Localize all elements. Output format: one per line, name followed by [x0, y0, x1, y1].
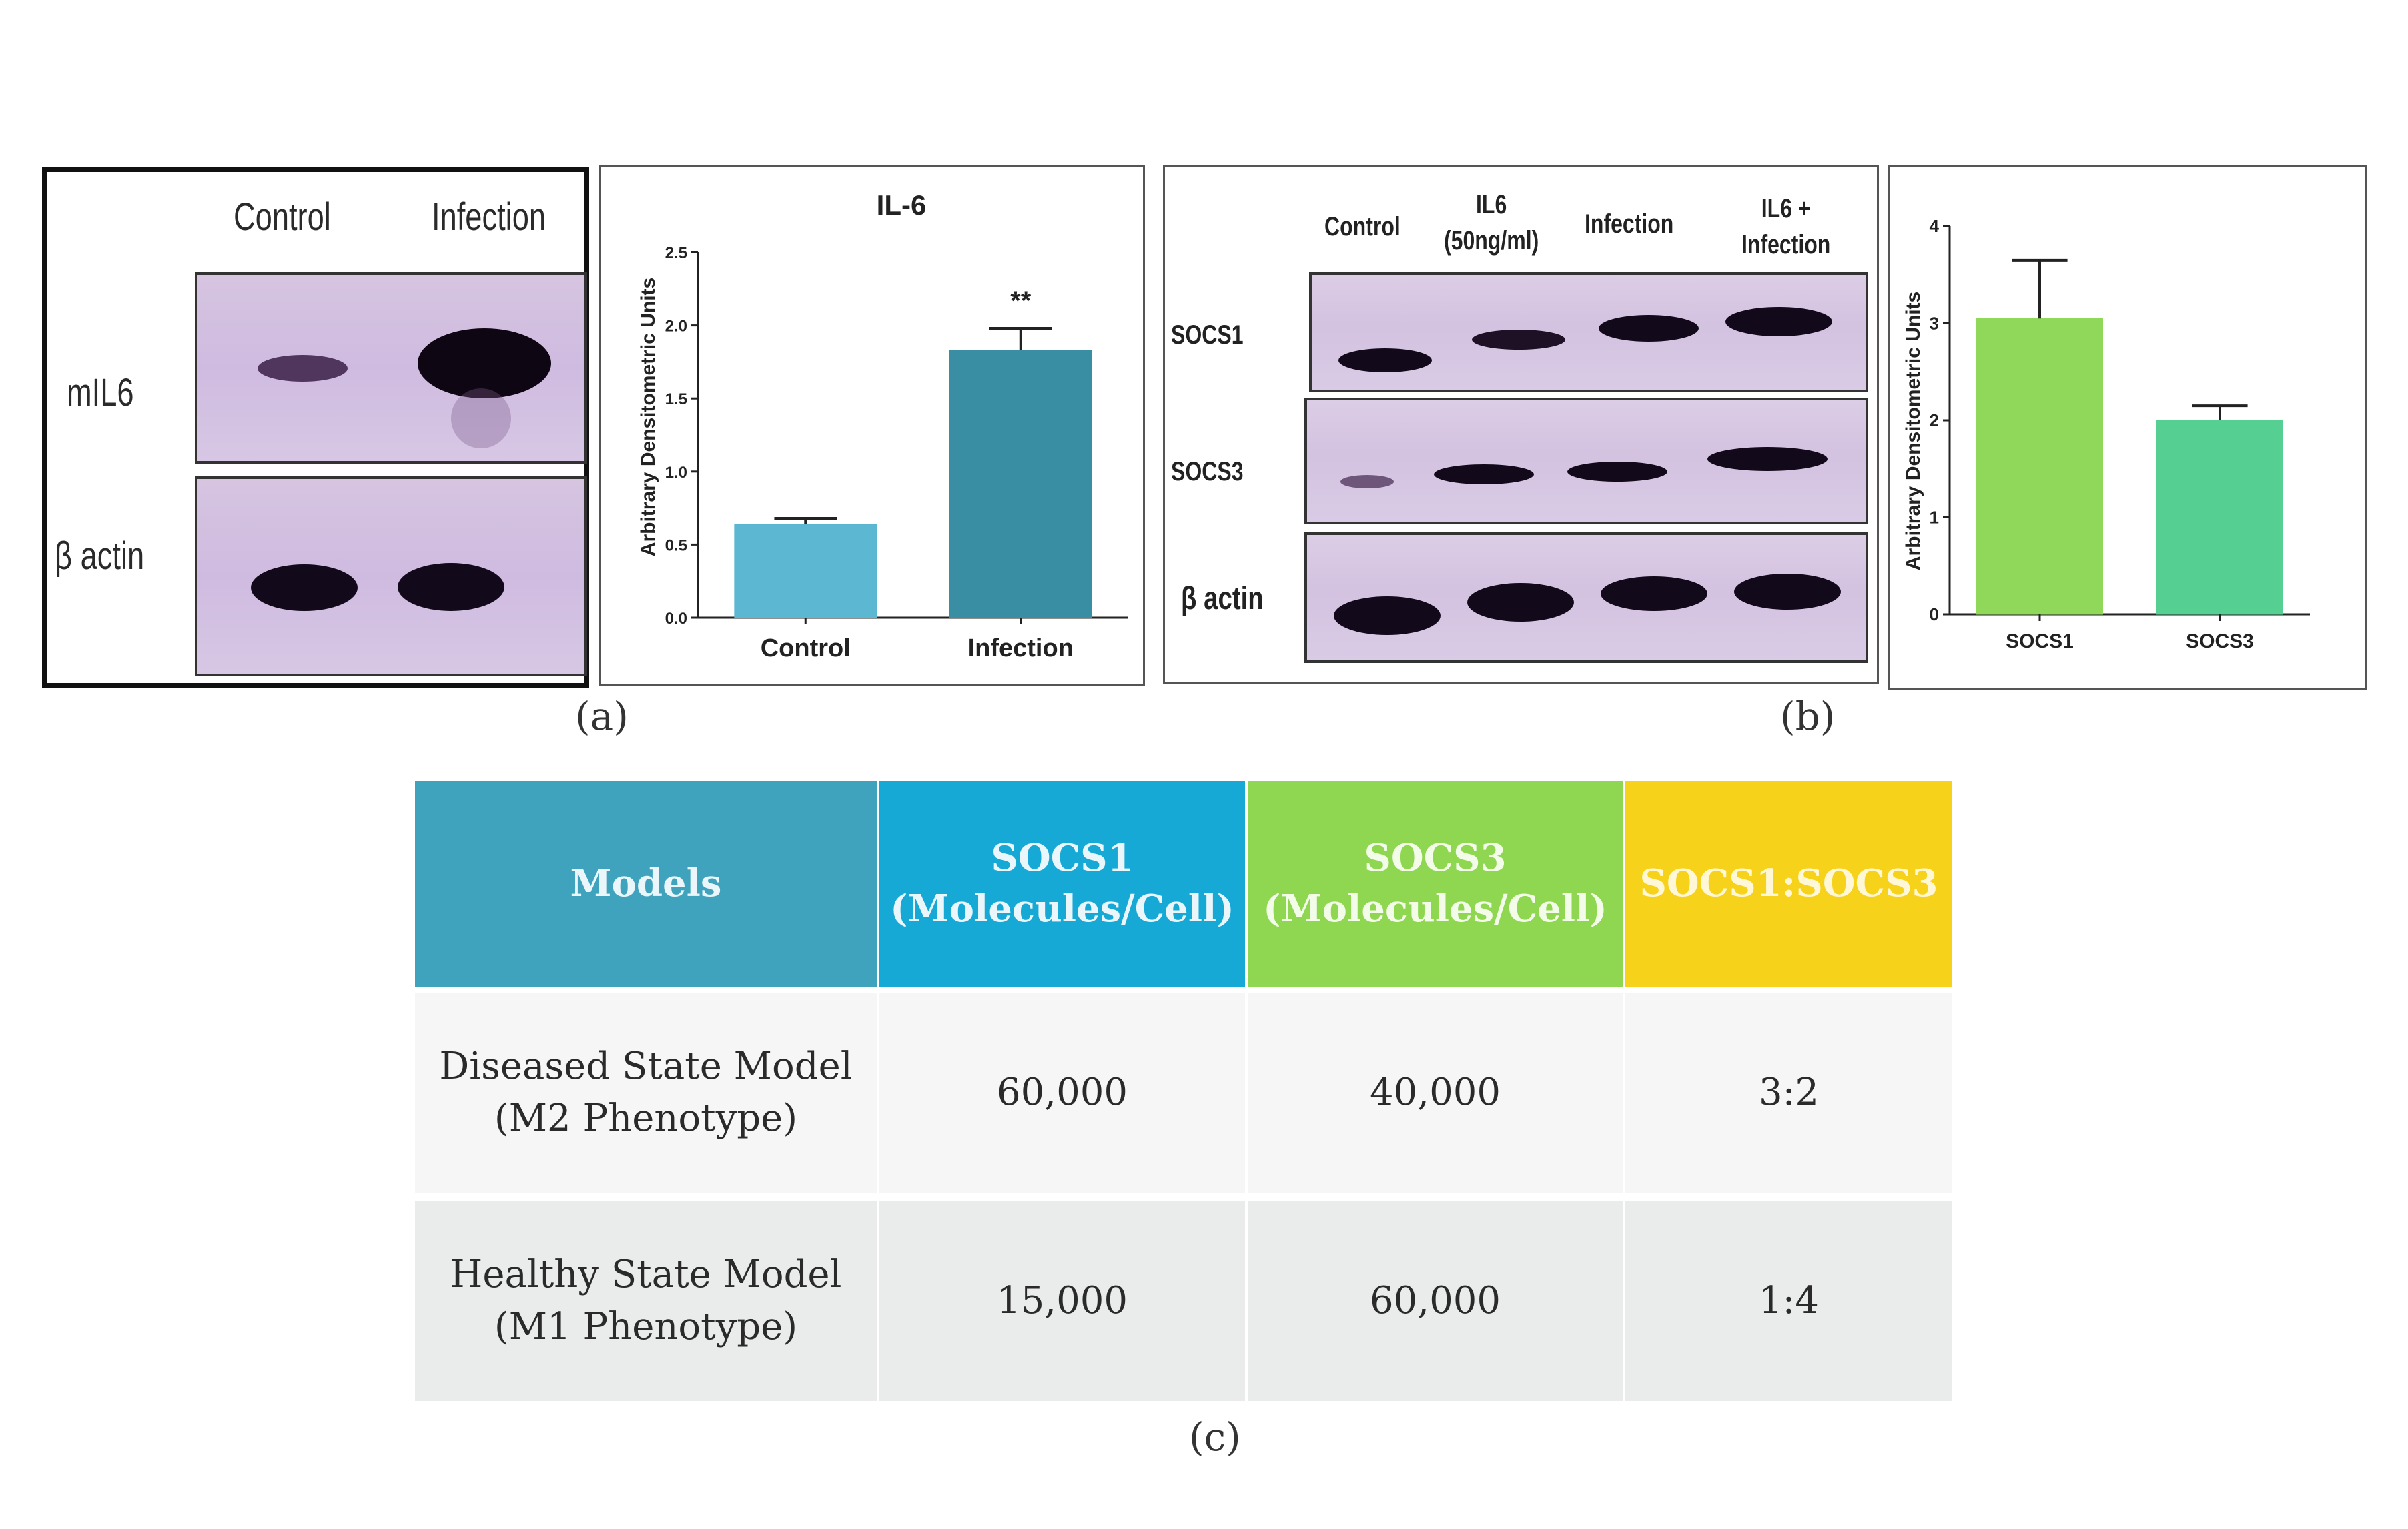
- table-row-2-socs3: 60,000: [1248, 1201, 1623, 1401]
- socs-y-tick-label: 2: [1930, 410, 1939, 430]
- blot-a-row-label-bactin: β actin: [55, 534, 145, 578]
- table-row-2-socs1: 15,000: [879, 1201, 1245, 1401]
- table-header-models: Models: [415, 781, 877, 987]
- il6-y-tick-label: 2.0: [665, 318, 687, 336]
- blot-b-row-label-socs3: SOCS3: [1171, 457, 1244, 486]
- table-header-socs1-text: SOCS1 (Molecules/Cell): [890, 836, 1234, 931]
- table-header-socs3-text: SOCS3 (Molecules/Cell): [1263, 836, 1607, 931]
- panel-label-a: (a): [575, 694, 629, 739]
- table-header-ratio: SOCS1:SOCS3: [1625, 781, 1952, 987]
- socs-chart-frame: Arbitrary Densitometric Units 0 1 2 3 4 SOCS1…: [1888, 165, 2367, 690]
- socs-bar-chart: Arbitrary Densitometric Units 0 1 2 3 4 SOCS1…: [1902, 216, 2310, 652]
- il6-bar-control: [734, 524, 877, 618]
- table-row-2-ratio: 1:4: [1625, 1201, 1952, 1401]
- blot-b-row-label-socs1: SOCS1: [1171, 320, 1244, 350]
- table-row-1-socs3: 40,000: [1248, 993, 1623, 1193]
- panel-label-c: (c): [1189, 1414, 1241, 1460]
- il6-y-tick-label: 0.0: [665, 610, 687, 628]
- il6-y-tick-label: 1.5: [665, 390, 687, 408]
- socs-bar-socs1: [1976, 318, 2103, 615]
- blot-b-lane-il6-infection-text: IL6 + Infection: [1741, 194, 1831, 260]
- table-row-2-ratio-text: 1:4: [1758, 1278, 1820, 1322]
- table-row-1-socs3-text: 40,000: [1370, 1070, 1501, 1114]
- il6-y-tick-label: 2.5: [665, 244, 687, 262]
- blot-b-row-socs1: [1309, 272, 1868, 392]
- il6-bar-infection: [949, 350, 1092, 618]
- table-header-socs1: SOCS1 (Molecules/Cell): [879, 781, 1245, 987]
- blot-b-lane-il6-text: IL6 (50ng/ml): [1444, 190, 1539, 256]
- table-row-2-socs1-text: 15,000: [997, 1278, 1128, 1322]
- socs-x-tick-label: SOCS3: [2186, 630, 2254, 652]
- il6-x-tick-label: Infection: [968, 634, 1074, 662]
- blot-b-lane-il6: IL6 (50ng/ml): [1444, 187, 1539, 259]
- il6-y-tick-label: 1.0: [665, 464, 687, 482]
- il6-significance-label: **: [1010, 286, 1032, 316]
- socs-chart-ylabel: Arbitrary Densitometric Units: [1902, 292, 1924, 570]
- socs-y-tick-label: 3: [1930, 314, 1939, 334]
- table-row-2-model-text: Healthy State Model (M1 Phenotype): [450, 1252, 842, 1348]
- socs-y-tick-label: 0: [1930, 604, 1939, 624]
- table-row-1-ratio-text: 3:2: [1758, 1070, 1820, 1114]
- table-header-models-text: Models: [570, 861, 722, 906]
- socs-bar-socs3: [2156, 420, 2283, 615]
- table-header-socs3: SOCS3 (Molecules/Cell): [1248, 781, 1623, 987]
- blot-b-row-bactin: [1304, 532, 1868, 663]
- blot-a-row-mil6: [195, 272, 587, 464]
- il6-chart-ylabel: Arbitrary Densitometric Units: [637, 278, 659, 556]
- blot-b-row-socs3: [1304, 398, 1868, 524]
- il6-y-tick-label: 0.5: [665, 536, 687, 554]
- blot-b-lane-control: Control: [1324, 212, 1400, 241]
- blot-a-lane-infection: Infection: [432, 195, 546, 239]
- table-row-1-model: Diseased State Model (M2 Phenotype): [415, 993, 877, 1193]
- blot-a-row-label-mil6: mIL6: [67, 371, 134, 414]
- socs-ratio-table: Models SOCS1 (Molecules/Cell) SOCS3 (Mol…: [415, 781, 1952, 1402]
- table-row-2-model: Healthy State Model (M1 Phenotype): [415, 1201, 877, 1401]
- table-row-1-socs1-text: 60,000: [997, 1070, 1128, 1114]
- panel-label-b: (b): [1780, 694, 1836, 739]
- il6-chart-frame: IL-6 Arbitrary Densitometric Units 0.0 0.…: [599, 165, 1145, 686]
- blot-a-lane-control: Control: [234, 195, 331, 239]
- blot-a-row-bactin: [195, 476, 587, 676]
- socs-y-tick-label: 4: [1930, 216, 1940, 236]
- blot-b-lane-il6-infection: IL6 + Infection: [1741, 191, 1830, 263]
- table-row-2-socs3-text: 60,000: [1370, 1278, 1501, 1322]
- table-header-ratio-text: SOCS1:SOCS3: [1639, 861, 1938, 906]
- table-row-1-ratio: 3:2: [1625, 993, 1952, 1193]
- socs-y-tick-label: 1: [1930, 508, 1939, 528]
- socs-x-tick-label: SOCS1: [2006, 630, 2074, 652]
- il6-x-tick-label: Control: [761, 634, 851, 662]
- blot-b-row-label-bactin: β actin: [1181, 581, 1264, 616]
- table-row-1-socs1: 60,000: [879, 993, 1245, 1193]
- table-row-1-model-text: Diseased State Model (M2 Phenotype): [439, 1044, 853, 1140]
- il6-bar-chart: IL-6 Arbitrary Densitometric Units 0.0 0.…: [637, 189, 1128, 662]
- blot-b-lane-infection: Infection: [1585, 209, 1674, 239]
- il6-chart-title: IL-6: [877, 189, 927, 221]
